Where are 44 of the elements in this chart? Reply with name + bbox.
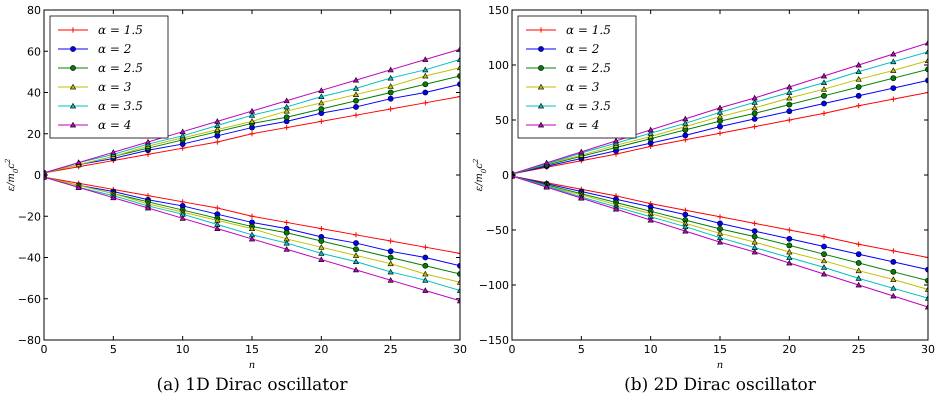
x-tick-label: 25 <box>384 343 398 356</box>
legend-label: α = 1.5 <box>98 23 143 37</box>
x-tick-label: 10 <box>176 343 190 356</box>
text: (a) 1D Dirac oscillator <box>156 375 348 395</box>
x-tick-label: 10 <box>644 343 658 356</box>
y-tick-label: 100 <box>488 59 509 72</box>
legend-label: α = 2 <box>566 42 600 56</box>
text: (b) 2D Dirac oscillator <box>624 375 817 395</box>
x-tick-label: 5 <box>110 343 117 356</box>
legend-label: α = 3.5 <box>98 99 143 113</box>
y-tick-label: 60 <box>27 45 41 58</box>
x-tick-label: 30 <box>453 343 467 356</box>
legend-label: α = 1.5 <box>566 23 611 37</box>
x-tick-label: 30 <box>921 343 935 356</box>
y-tick-label: 50 <box>495 114 509 127</box>
x-axis-title: n <box>248 360 256 371</box>
y-tick-label: −100 <box>478 279 509 292</box>
y-tick-label: 0 <box>502 169 509 182</box>
legend-label: α = 3 <box>566 80 600 94</box>
legend-label: α = 3 <box>98 80 132 94</box>
x-tick-label: 25 <box>852 343 866 356</box>
x-tick-label: 15 <box>245 343 259 356</box>
legend-label: α = 2 <box>98 42 132 56</box>
y-tick-label: 20 <box>27 128 41 141</box>
y-tick-label: −60 <box>18 292 41 306</box>
legend-label: α = 2.5 <box>566 61 611 75</box>
y-tick-label: −80 <box>18 334 41 347</box>
x-tick-label: 15 <box>713 343 727 356</box>
y-tick-label: −150 <box>478 334 509 347</box>
x-tick-label: 20 <box>314 343 328 356</box>
x-axis-title: n <box>716 360 724 371</box>
y-tick-label: −50 <box>486 224 509 237</box>
x-tick-label: 5 <box>578 343 585 356</box>
legend-label: α = 4 <box>98 118 132 132</box>
legend-label: α = 4 <box>566 118 600 132</box>
y-tick-label: −40 <box>18 252 41 264</box>
y-tick-label: 150 <box>488 4 509 17</box>
y-tick-label: 0 <box>34 169 41 182</box>
y-tick-label: 80 <box>27 4 41 17</box>
y-tick-label: −20 <box>18 210 41 224</box>
x-tick-label: 20 <box>782 343 796 356</box>
legend-label: α = 2.5 <box>98 61 143 75</box>
legend-label: α = 3.5 <box>566 99 611 113</box>
y-tick-label: 40 <box>27 86 41 100</box>
